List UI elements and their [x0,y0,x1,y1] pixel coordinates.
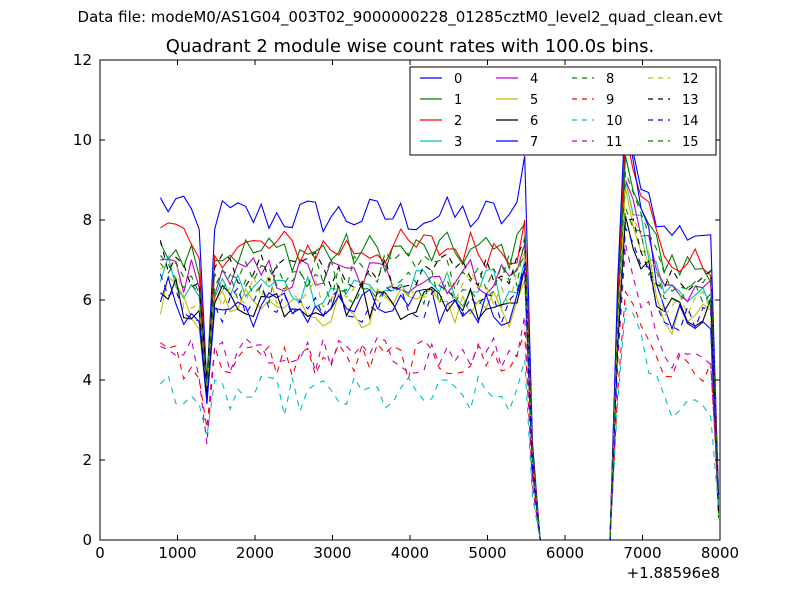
y-tick-label: 10 [73,131,92,149]
y-tick-label: 12 [73,51,92,69]
series-line-13 [159,218,720,541]
x-offset-label: +1.88596e8 [627,564,720,582]
legend-label-2: 2 [454,114,462,129]
series-line-7 [159,107,720,541]
x-tick-label: 1000 [158,544,196,562]
x-tick-label: 5000 [468,544,506,562]
series-line-6 [160,215,720,541]
series-line-14 [159,225,720,541]
legend-label-10: 10 [606,114,623,129]
figure-suptitle: Data file: modeM0/AS1G04_003T02_90000002… [77,8,723,26]
x-tick-label: 2000 [236,544,274,562]
series-line-11 [160,243,720,541]
y-tick-label: 0 [82,531,92,549]
x-tick-label: 0 [95,544,105,562]
x-tick-label: 7000 [623,544,661,562]
series-line-2 [160,131,720,541]
legend-label-1: 1 [454,93,462,108]
legend-label-14: 14 [682,114,699,129]
legend-label-5: 5 [530,93,538,108]
series-line-8 [159,207,720,541]
series-line-9 [160,290,720,541]
legend-label-6: 6 [530,114,538,129]
x-tick-label: 6000 [546,544,584,562]
x-tick-label: 4000 [391,544,429,562]
legend-label-9: 9 [606,93,614,108]
x-tick-label: 3000 [313,544,351,562]
y-tick-label: 8 [82,211,92,229]
legend-label-4: 4 [530,72,538,87]
series-line-1 [159,155,720,541]
legend-label-8: 8 [606,72,614,87]
series-line-0 [159,138,720,541]
series-line-10 [159,306,720,541]
y-tick-label: 4 [82,371,92,389]
series-line-12 [160,179,720,541]
y-tick-label: 6 [82,291,92,309]
legend-label-12: 12 [682,72,699,87]
legend-label-3: 3 [454,135,462,150]
legend-label-7: 7 [530,135,538,150]
legend-label-13: 13 [682,93,699,108]
chart-title: Quadrant 2 module wise count rates with … [165,36,655,57]
series-line-15 [159,171,720,541]
legend-label-15: 15 [682,135,699,150]
legend-label-11: 11 [606,135,623,150]
series-line-3 [159,179,720,541]
series-line-4 [160,179,720,541]
legend-box [409,66,717,156]
legend-label-0: 0 [454,72,462,87]
y-tick-label: 2 [82,451,92,469]
x-tick-label: 8000 [701,544,739,562]
